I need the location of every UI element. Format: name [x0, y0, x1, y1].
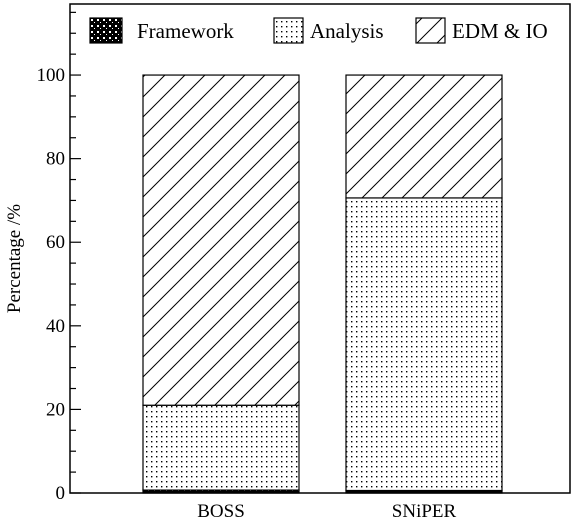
plot-area-border — [69, 3, 571, 494]
plot-frame — [69, 3, 571, 494]
y-tick-label: 20 — [46, 399, 65, 420]
legend-swatch-edm-io — [415, 17, 446, 44]
bars — [142, 74, 503, 494]
legend-swatch-framework — [89, 17, 123, 44]
bar-segment-boss-edm-io — [142, 74, 300, 406]
bar-segment-sniper-analysis — [345, 197, 503, 492]
legend-label: Framework — [137, 19, 234, 43]
y-tick-label: 80 — [46, 149, 65, 170]
y-axis-title: Percentage /% — [4, 204, 25, 313]
y-tick-label: 100 — [37, 65, 66, 86]
y-tick-label: 60 — [46, 232, 65, 253]
bar-segment-boss-analysis — [142, 404, 300, 491]
y-axis: 0 20 40 60 80 100 — [37, 11, 81, 504]
y-tick-label: 40 — [46, 316, 65, 337]
x-tick-label: SNiPER — [392, 501, 457, 522]
x-axis: BOSS SNiPER — [197, 501, 456, 522]
y-tick-label: 0 — [56, 483, 66, 504]
x-tick-label: BOSS — [197, 501, 245, 522]
legend-label: Analysis — [310, 19, 384, 43]
legend-label: EDM & IO — [452, 19, 548, 43]
legend-swatch-analysis — [273, 17, 304, 44]
legend: Framework Analysis EDM & IO — [89, 17, 548, 44]
bar-segment-sniper-edm-io — [345, 74, 503, 199]
